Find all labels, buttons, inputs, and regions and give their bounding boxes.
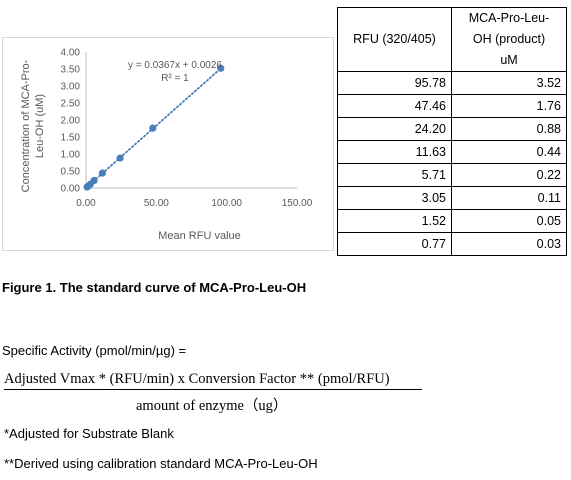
y-tick-label: 1.00 (61, 150, 81, 161)
rfu-cell: 5.71 (337, 163, 452, 187)
table-row: 3.05 0.11 (337, 186, 567, 210)
rfu-cell: 3.05 (337, 186, 452, 210)
product-cell: 0.88 (451, 117, 567, 141)
product-cell: 0.11 (451, 186, 567, 210)
data-point (83, 183, 91, 191)
table-header-row: RFU (320/405) MCA-Pro-Leu- OH (product) … (337, 7, 567, 72)
chart-svg: 0.00 0.50 1.00 1.50 2.00 2.50 3.00 3.50 4.00 0.00… (20, 48, 313, 243)
y-tick-label: 0.00 (61, 184, 81, 195)
figure-caption: Figure 1. The standard curve of MCA-Pro-… (2, 280, 307, 295)
data-point (98, 169, 106, 177)
header-rfu: RFU (320/405) (337, 7, 452, 72)
product-cell: 0.05 (451, 209, 567, 233)
product-cell: 0.22 (451, 163, 567, 187)
y-tick-label: 2.00 (61, 116, 81, 127)
header-product-line: uM (500, 53, 518, 67)
table-row: 24.20 0.88 (337, 117, 567, 141)
standard-curve-chart: 0.00 0.50 1.00 1.50 2.00 2.50 3.00 3.50 4.00 0.00… (2, 37, 334, 251)
rfu-cell: 11.63 (337, 140, 452, 164)
data-point (217, 64, 225, 72)
y-axis-label: Leu-OH (uM) (34, 94, 46, 158)
y-tick-label: 2.50 (61, 99, 81, 110)
x-tick-label: 0.00 (76, 198, 96, 209)
specific-activity-label: Specific Activity (pmol/min/µg) = (2, 343, 187, 358)
data-point (116, 154, 124, 162)
x-tick-label: 150.00 (282, 198, 313, 209)
table-row: 0.77 0.03 (337, 232, 567, 256)
y-tick-label: 3.00 (61, 82, 81, 93)
header-product-line: MCA-Pro-Leu- (468, 11, 550, 25)
product-cell: 1.76 (451, 94, 567, 118)
y-tick-label: 0.50 (61, 167, 81, 178)
product-cell: 0.44 (451, 140, 567, 164)
x-axis-label: Mean RFU value (158, 230, 241, 242)
rfu-cell: 24.20 (337, 117, 452, 141)
table-row: 95.78 3.52 (337, 71, 567, 95)
standard-data-table: RFU (320/405) MCA-Pro-Leu- OH (product) … (337, 7, 567, 256)
header-rfu-line: RFU (320/405) (353, 32, 436, 46)
y-tick-label: 4.00 (61, 48, 81, 59)
header-product: MCA-Pro-Leu- OH (product) uM (451, 7, 567, 72)
rfu-cell: 1.52 (337, 209, 452, 233)
y-tick-label: 3.50 (61, 65, 81, 76)
note-substrate-blank: *Adjusted for Substrate Blank (4, 426, 174, 441)
product-cell: 3.52 (451, 71, 567, 95)
r-squared-label: R² = 1 (161, 73, 189, 84)
product-cell: 0.03 (451, 232, 567, 256)
table-row: 47.46 1.76 (337, 94, 567, 118)
header-product-line: OH (product) (472, 32, 546, 46)
trendline-equation: y = 0.0367x + 0.0026 (128, 60, 222, 71)
x-tick-label: 100.00 (211, 198, 242, 209)
rfu-cell: 0.77 (337, 232, 452, 256)
table-row: 11.63 0.44 (337, 140, 567, 164)
rfu-cell: 47.46 (337, 94, 452, 118)
x-tick-label: 50.00 (144, 198, 169, 209)
table-row: 1.52 0.05 (337, 209, 567, 233)
formula-fraction-line (4, 389, 422, 390)
y-tick-label: 1.50 (61, 133, 81, 144)
formula-denominator: amount of enzyme（ug） (136, 398, 288, 414)
data-point (149, 124, 157, 132)
note-calibration-standard: **Derived using calibration standard MCA… (4, 456, 318, 471)
formula-numerator: Adjusted Vmax * (RFU/min) x Conversion F… (4, 371, 390, 387)
y-axis-label: Concentration of MCA-Pro- (20, 59, 32, 192)
rfu-cell: 95.78 (337, 71, 452, 95)
table-row: 5.71 0.22 (337, 163, 567, 187)
